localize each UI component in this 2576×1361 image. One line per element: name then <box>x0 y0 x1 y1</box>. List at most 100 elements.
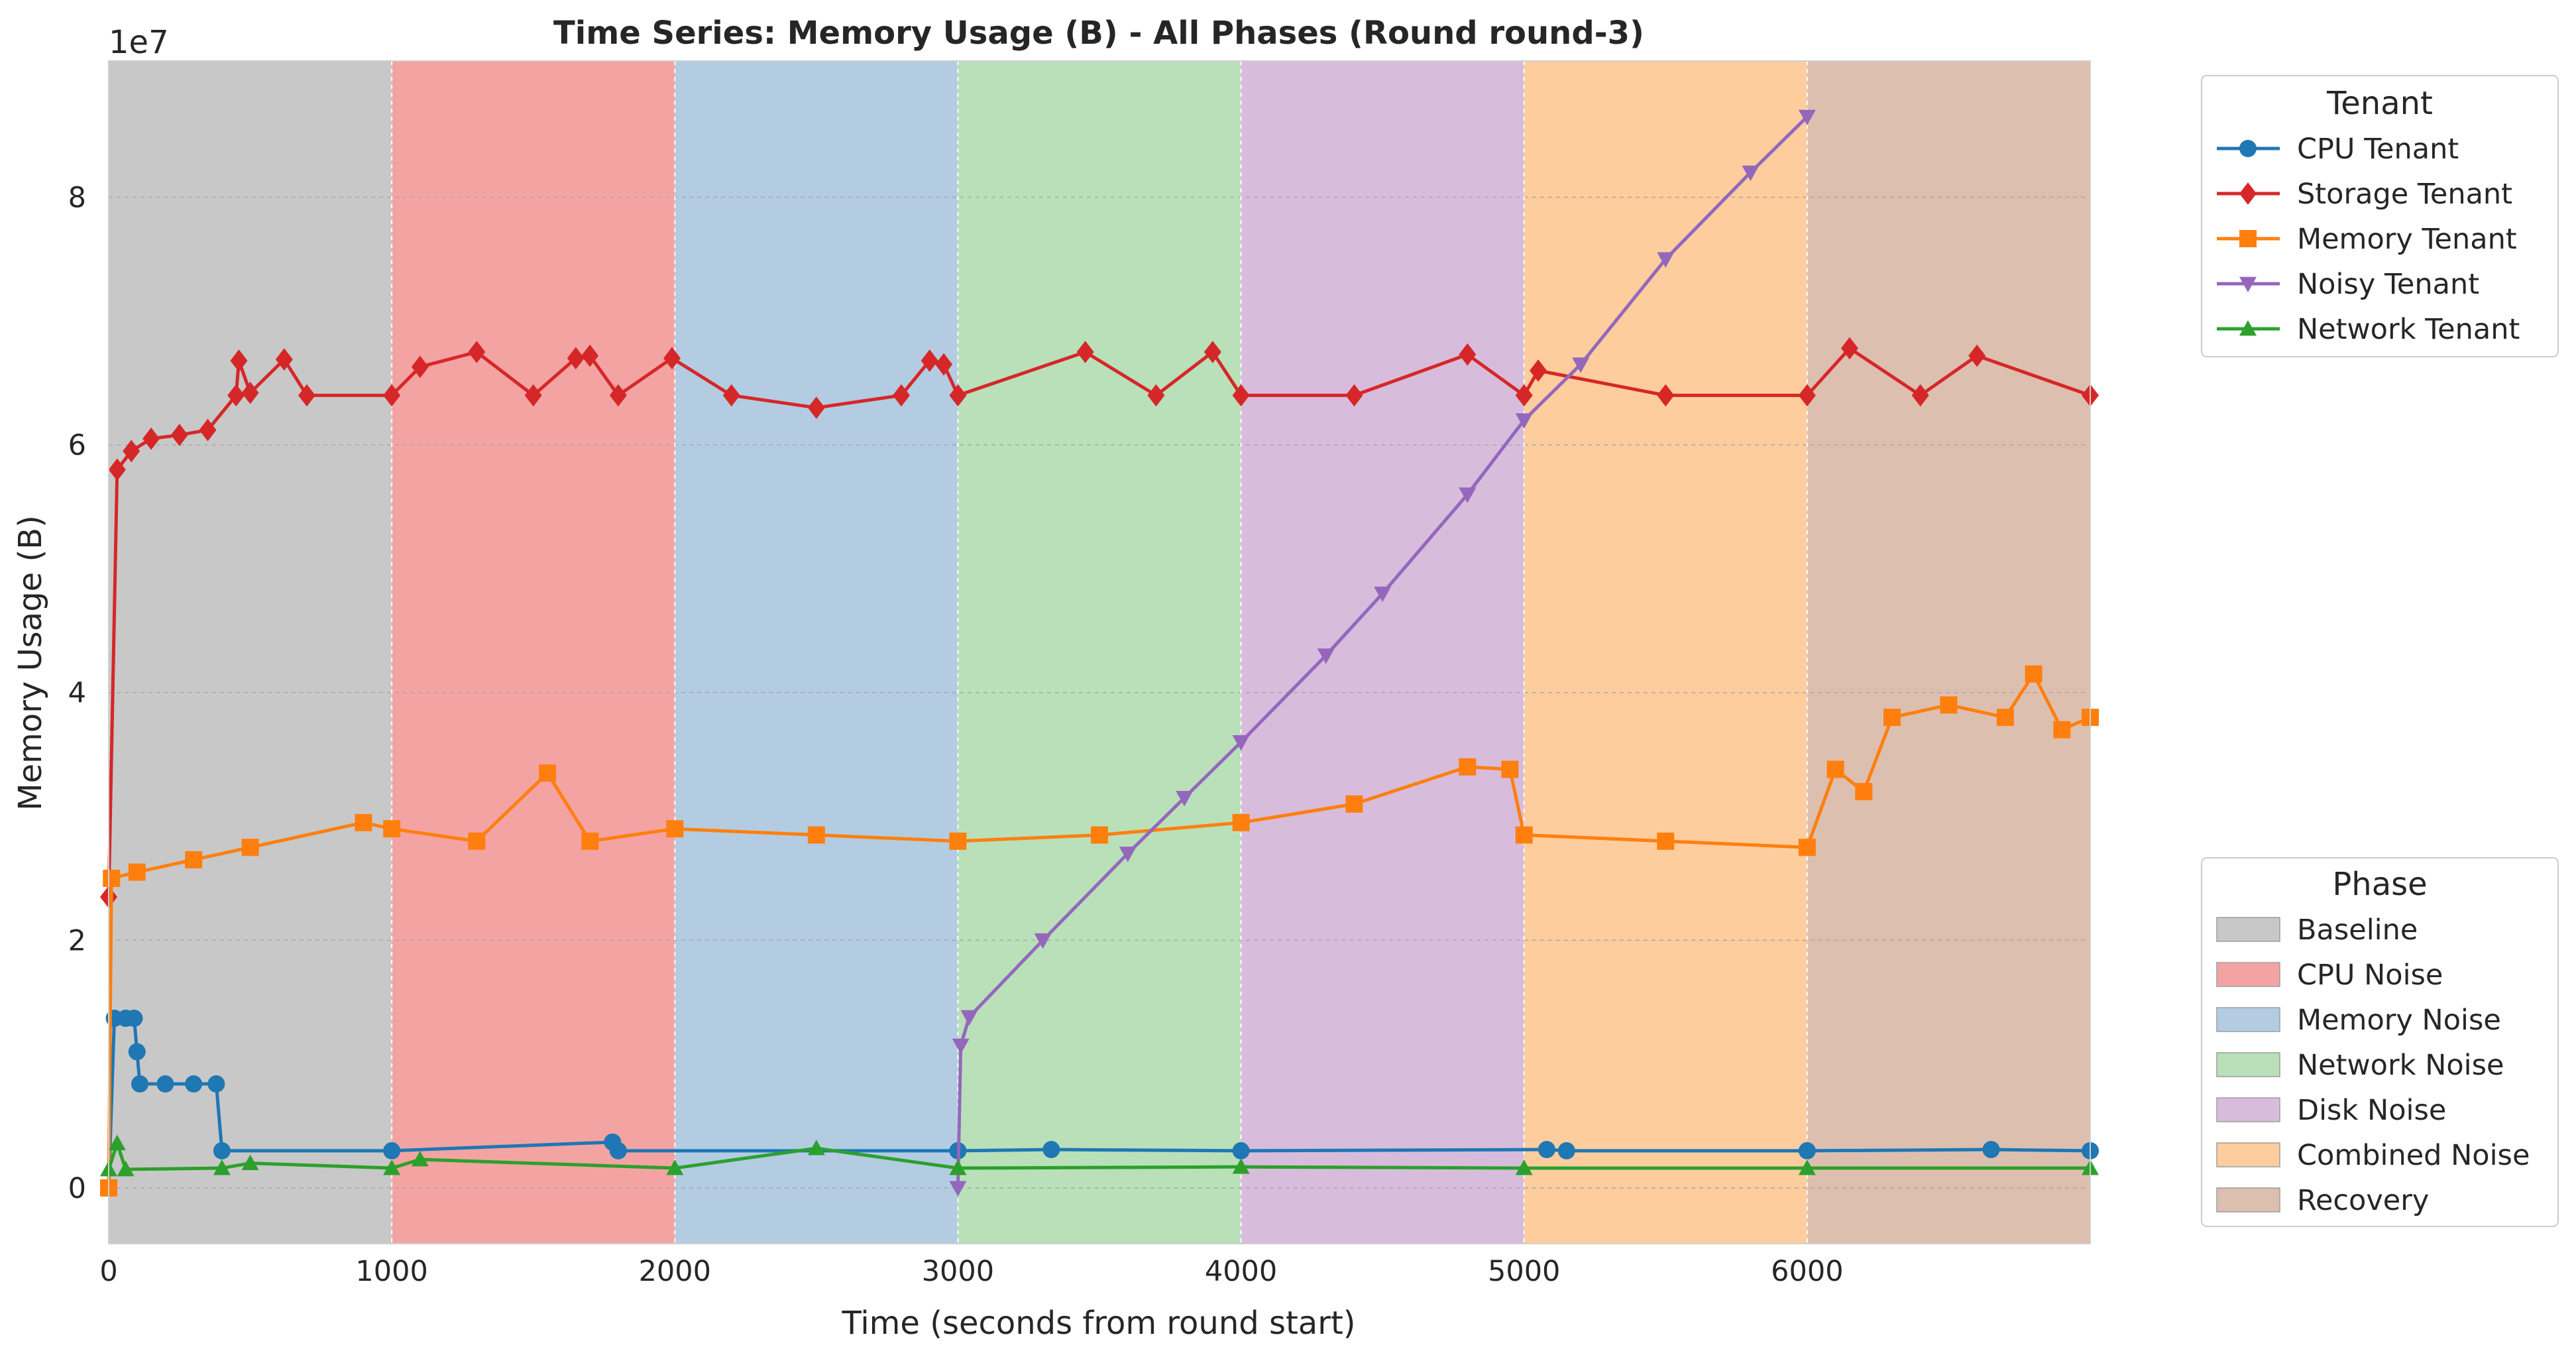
cpu-tenant-point <box>125 1010 143 1028</box>
cpu-tenant-point <box>185 1075 203 1093</box>
legend-item-disk-noise: Disk Noise <box>2216 1094 2446 1127</box>
network-tenant-point <box>241 1154 259 1170</box>
storage-tenant-point <box>1147 384 1165 407</box>
x-tick-label: 5000 <box>1488 1255 1560 1288</box>
network-tenant-point <box>666 1159 684 1175</box>
tenant-legend: Tenant CPU Tenant Storage Tenant Memory Te… <box>2201 75 2559 357</box>
noisy-tenant-point <box>1317 648 1335 664</box>
storage-tenant-point <box>468 341 486 363</box>
x-tick-label: 0 <box>99 1255 117 1288</box>
legend-swatch <box>2216 1007 2280 1032</box>
x-tick-label: 3000 <box>922 1255 994 1288</box>
legend-item-noisy-tenant: Noisy Tenant <box>2217 268 2479 301</box>
y-offset-label: 1e7 <box>109 24 169 61</box>
tenant-legend-box <box>2201 75 2559 357</box>
noisy-tenant-point <box>949 1181 967 1197</box>
noisy-tenant-point <box>952 1038 970 1055</box>
legend-label: CPU Noise <box>2297 959 2443 992</box>
legend-item-network-noise: Network Noise <box>2216 1049 2504 1082</box>
legend-label: Recovery <box>2297 1184 2429 1217</box>
memory-tenant-point <box>128 863 146 881</box>
noisy-tenant-point <box>1657 252 1675 268</box>
cpu-tenant-point <box>1538 1141 1555 1159</box>
storage-tenant-point <box>241 381 259 404</box>
legend-marker <box>2239 320 2257 336</box>
legend-label: Network Noise <box>2297 1049 2504 1082</box>
storage-tenant-point <box>1530 359 1547 382</box>
plot-frame <box>108 60 2091 1244</box>
legend-marker <box>2239 276 2257 292</box>
storage-tenant-point <box>230 349 248 372</box>
network-tenant-point <box>411 1150 429 1167</box>
memory-tenant-point <box>666 820 684 838</box>
memory-tenant-point <box>185 851 203 868</box>
legend-swatch <box>2216 1052 2280 1077</box>
cpu-tenant-point <box>128 1043 146 1061</box>
phase-bands <box>109 61 2090 1244</box>
storage-tenant-point <box>227 384 245 407</box>
legend-swatch <box>2216 1142 2280 1167</box>
memory-tenant-point <box>103 869 121 887</box>
cpu-tenant-point <box>383 1142 401 1159</box>
memory-tenant-point <box>539 764 557 782</box>
noisy-tenant-point <box>1176 791 1194 807</box>
memory-tenant-point <box>1459 758 1477 776</box>
storage-tenant-point <box>567 347 585 370</box>
legend-item-recovery: Recovery <box>2216 1184 2429 1217</box>
legend-marker <box>2239 230 2257 247</box>
network-tenant-series <box>100 1134 2099 1177</box>
memory-tenant-point <box>1657 832 1675 850</box>
memory-tenant-point <box>355 813 372 831</box>
memory-tenant-point <box>1855 783 1873 801</box>
noisy-tenant-series <box>949 109 1816 1197</box>
series-lines <box>100 109 2099 1197</box>
phase-legend-title: Phase <box>2332 866 2427 903</box>
storage-tenant-point <box>275 348 293 371</box>
storage-tenant-point <box>524 384 542 407</box>
storage-tenant-point <box>807 396 825 419</box>
legend-marker <box>2239 182 2257 205</box>
memory-tenant-point <box>1232 813 1250 831</box>
legend-label: Memory Noise <box>2297 1004 2501 1037</box>
memory-tenant-point <box>1091 826 1108 844</box>
noisy-tenant-point <box>1572 357 1590 373</box>
y-tick-label: 6 <box>68 429 86 462</box>
y-tick-label: 0 <box>68 1172 86 1205</box>
cpu-tenant-point <box>213 1142 231 1159</box>
legend-marker <box>2239 140 2257 157</box>
storage-tenant-point <box>1911 384 1929 407</box>
storage-tenant-point <box>1459 343 1477 366</box>
chart-title: Time Series: Memory Usage (B) - All Phas… <box>553 15 1644 52</box>
noisy-tenant-point <box>1742 165 1760 182</box>
network-tenant-point <box>1232 1158 1250 1174</box>
memory-tenant-point <box>2053 721 2071 739</box>
storage-tenant-point <box>411 355 429 379</box>
storage-tenant-point <box>893 384 910 407</box>
y-tick-label: 4 <box>68 677 86 710</box>
legend-label: Network Tenant <box>2297 313 2520 346</box>
network-tenant-point <box>807 1140 825 1155</box>
cpu-tenant-series <box>100 1010 2099 1197</box>
noisy-tenant-point <box>1034 933 1052 949</box>
storage-tenant-point <box>581 344 599 367</box>
phase-band <box>1807 61 2090 1244</box>
noisy-tenant-point <box>960 1010 978 1026</box>
legend-label: Combined Noise <box>2297 1139 2530 1172</box>
storage-tenant-point <box>170 424 188 447</box>
phase-band <box>109 61 392 1244</box>
legend-item-memory-noise: Memory Noise <box>2216 1004 2501 1037</box>
legend-swatch <box>2216 1187 2280 1213</box>
cpu-tenant-point <box>609 1142 627 1159</box>
storage-tenant-point <box>199 418 217 442</box>
cpu-tenant-point <box>156 1075 174 1093</box>
x-tick-label: 2000 <box>639 1255 711 1288</box>
cpu-tenant-point <box>207 1075 225 1093</box>
legend-item-memory-tenant: Memory Tenant <box>2217 223 2517 256</box>
phase-legend: Phase Baseline CPU Noise Memory Noise Netwo… <box>2201 857 2559 1227</box>
noisy-tenant-point <box>1459 487 1477 503</box>
phase-legend-box <box>2201 857 2559 1227</box>
noisy-tenant-point <box>1515 413 1533 429</box>
storage-tenant-point <box>1798 384 1816 407</box>
memory-tenant-point <box>949 832 967 850</box>
